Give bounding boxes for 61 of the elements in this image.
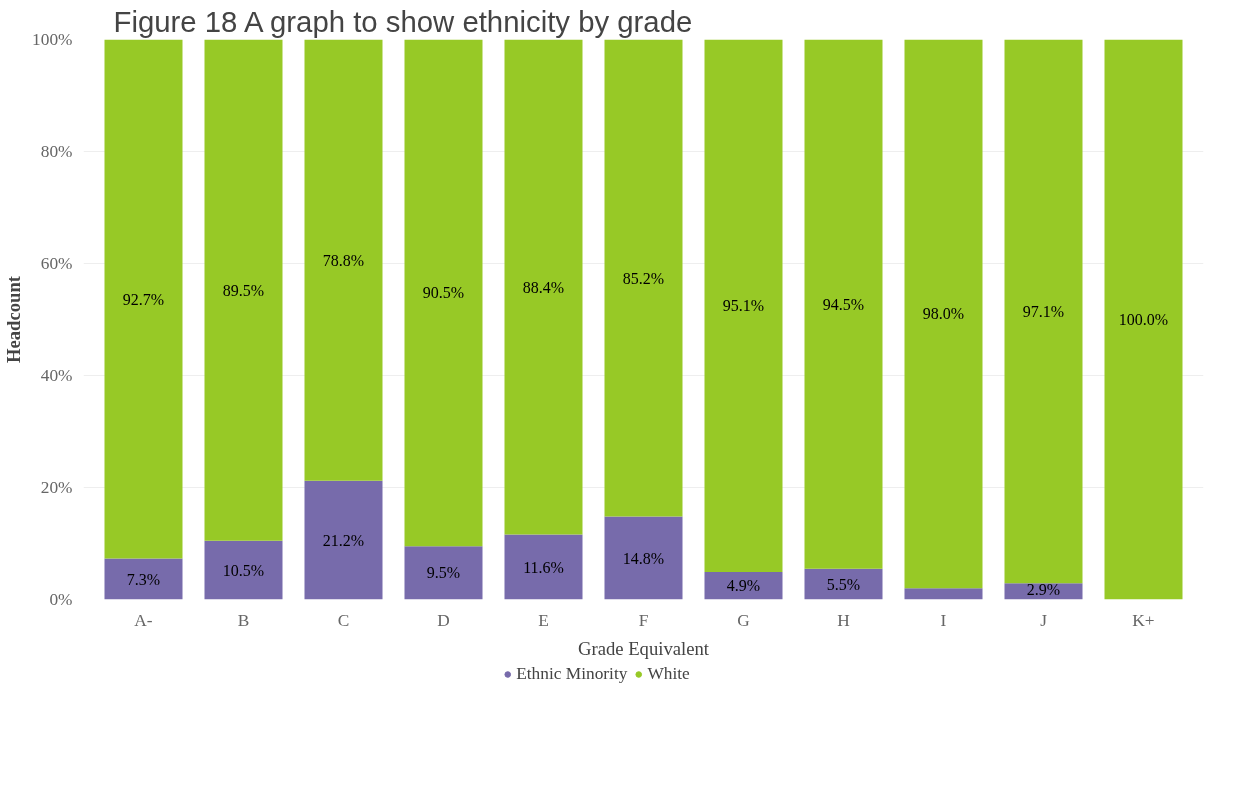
data-label: 11.6% [523, 558, 564, 576]
x-tick-label: F [638, 610, 649, 630]
bar [804, 39, 883, 569]
x-tick-label: J [1040, 610, 1048, 630]
data-label: 10.5% [222, 561, 265, 579]
x-tick-label: K+ [1132, 610, 1155, 630]
bar [104, 558, 183, 600]
data-label: 90.5% [422, 284, 465, 302]
bar [704, 39, 783, 573]
y-tick-label: 0% [49, 590, 73, 609]
bar [604, 39, 683, 517]
data-label: 95.1% [722, 297, 765, 315]
bar [604, 516, 683, 600]
data-label: 78.8% [322, 251, 365, 269]
x-axis-title: Grade Equivalent [577, 637, 710, 659]
y-tick-label: 60% [40, 254, 73, 273]
x-tick-label: B [237, 610, 250, 630]
data-label: 7.3% [126, 570, 161, 588]
data-label: 88.4% [522, 278, 565, 296]
data-label: 2.9% [1026, 580, 1061, 598]
x-tick-label: C [337, 610, 350, 630]
bar [804, 568, 883, 600]
data-label: 94.5% [822, 295, 865, 313]
y-tick-label: 20% [40, 478, 73, 497]
data-label: 89.5% [222, 281, 265, 299]
data-label: 5.5% [826, 575, 861, 593]
x-tick-label: E [538, 610, 549, 630]
data-label: 97.1% [1022, 302, 1065, 320]
data-label: 100.0% [1118, 311, 1169, 328]
data-label: 85.2% [622, 269, 665, 287]
y-tick-label: 100% [32, 30, 73, 49]
bar [404, 546, 483, 600]
data-label: 98.0% [922, 305, 965, 323]
bar [1104, 39, 1183, 600]
chart-title: Figure 18 A graph to show ethnicity by grade [113, 4, 693, 38]
legend-label: Ethnic Minority [516, 664, 628, 684]
data-label: 14.8% [622, 549, 665, 567]
bar [204, 39, 283, 541]
bar [904, 588, 983, 600]
legend-label: White [647, 664, 690, 684]
bar [904, 39, 983, 589]
x-tick-label: H [837, 610, 850, 630]
y-tick-label: 80% [40, 142, 73, 161]
x-tick-label: A- [134, 610, 153, 630]
data-label: 92.7% [122, 290, 165, 308]
y-axis-title: Headcount [3, 275, 25, 364]
bar [404, 39, 483, 547]
bar [304, 480, 383, 600]
data-label: 4.9% [726, 577, 761, 595]
y-tick-label: 40% [40, 366, 73, 385]
bar [1004, 39, 1083, 584]
bar [104, 39, 183, 559]
bar [504, 39, 583, 535]
x-tick-label: D [437, 610, 450, 630]
bar [304, 39, 383, 481]
bar [204, 540, 283, 600]
data-label: 21.2% [322, 531, 365, 549]
bar [504, 534, 583, 600]
x-tick-label: G [737, 610, 750, 630]
data-label: 9.5% [426, 564, 461, 582]
x-tick-label: I [940, 610, 947, 630]
